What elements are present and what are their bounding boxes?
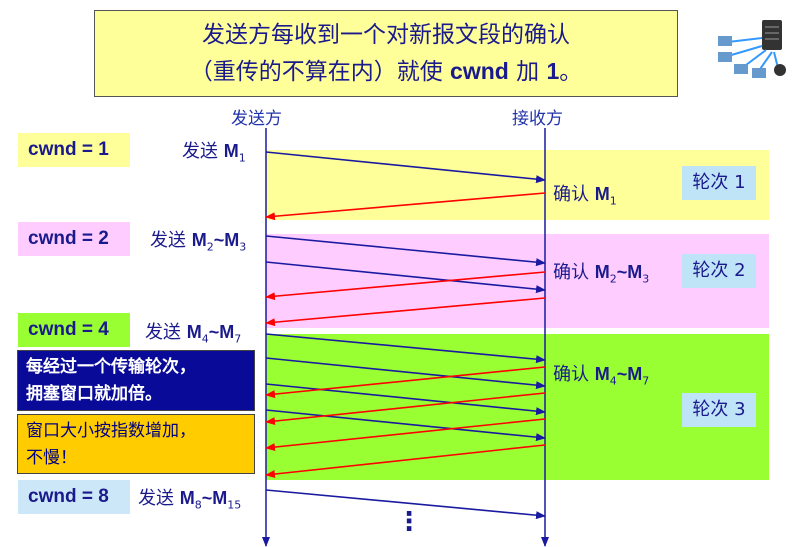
round-2-label: 轮次 2 — [682, 254, 756, 288]
round-1-label: 轮次 1 — [682, 166, 756, 200]
title-line1: 发送方每收到一个对新报文段的确认 — [202, 22, 570, 48]
segment-arrow-8 — [265, 489, 546, 520]
ack-arrow-4 — [265, 366, 546, 399]
send-label-3: 发送 M4~M7 — [145, 322, 242, 346]
growth-note: 窗口大小按指数增加， 不慢！ — [17, 414, 255, 474]
ack-label-1: 确认 M1 — [553, 184, 617, 208]
continuation-dots: ⋮ — [396, 507, 422, 537]
ack-arrow-5 — [265, 392, 546, 426]
ack-arrow-1 — [265, 192, 546, 221]
segment-arrow-4 — [265, 333, 546, 364]
send-label-4: 发送 M8~M15 — [138, 488, 242, 512]
ack-arrow-2 — [265, 271, 546, 301]
cwnd-1-label: cwnd = 1 — [18, 133, 130, 167]
title-line2: （重传的不算在内）就使 cwnd 加 1。 — [189, 58, 583, 85]
ack-arrow-6 — [265, 418, 546, 452]
segment-arrow-1 — [265, 151, 546, 184]
segment-arrow-6 — [265, 383, 546, 416]
cwnd-2-label: cwnd = 2 — [18, 222, 130, 256]
segment-arrow-5 — [265, 357, 546, 390]
sender-header: 发送方 — [231, 109, 282, 129]
ack-label-2: 确认 M2~M3 — [553, 262, 650, 286]
receiver-header: 接收方 — [512, 109, 563, 129]
cwnd-8-label: cwnd = 8 — [18, 480, 130, 514]
send-label-2: 发送 M2~M3 — [150, 230, 247, 254]
title-box: 发送方每收到一个对新报文段的确认 （重传的不算在内）就使 cwnd 加 1。 — [94, 10, 678, 97]
ack-arrow-3 — [265, 297, 546, 327]
segment-arrow-2 — [265, 235, 546, 267]
segment-arrow-7 — [265, 409, 546, 442]
round-3-label: 轮次 3 — [682, 393, 756, 427]
ack-arrow-7 — [265, 444, 546, 479]
doubling-note: 每经过一个传输轮次， 拥塞窗口就加倍。 — [17, 350, 255, 411]
segment-arrow-3 — [265, 261, 546, 294]
send-label-1: 发送 M1 — [182, 141, 246, 165]
ack-label-3: 确认 M4~M7 — [553, 364, 650, 388]
cwnd-4-label: cwnd = 4 — [18, 313, 130, 347]
